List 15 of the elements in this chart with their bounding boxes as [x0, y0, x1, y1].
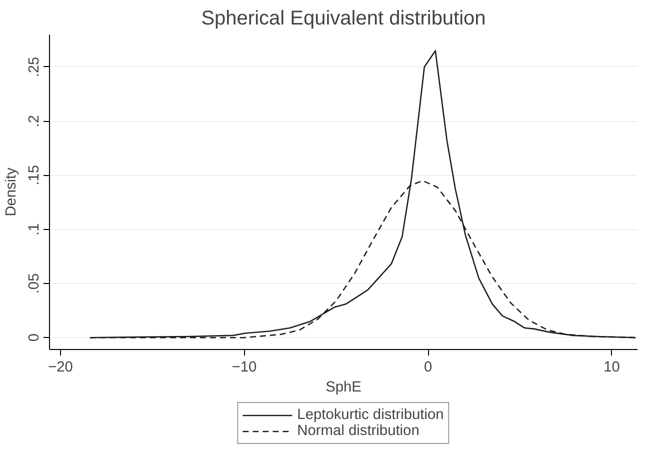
legend-label: Normal distribution [297, 423, 420, 439]
y-tick-label: .05 [26, 273, 42, 294]
chart-title: Spherical Equivalent distribution [201, 8, 486, 30]
y-tick-label: .25 [26, 56, 42, 78]
y-axis-title: Density [4, 166, 20, 216]
x-tick-label: 0 [424, 360, 432, 376]
y-tick-label: .15 [26, 165, 42, 186]
x-tick-label: 10 [604, 360, 620, 376]
legend-label: Leptokurtic distribution [297, 407, 444, 423]
y-tick-label: .2 [26, 114, 42, 128]
y-tick-label: 0 [26, 334, 42, 342]
x-axis-title: SphE [326, 380, 362, 396]
y-tick-label: .1 [26, 223, 42, 236]
x-tick-label: −20 [48, 360, 73, 376]
x-tick-label: −10 [232, 360, 257, 376]
